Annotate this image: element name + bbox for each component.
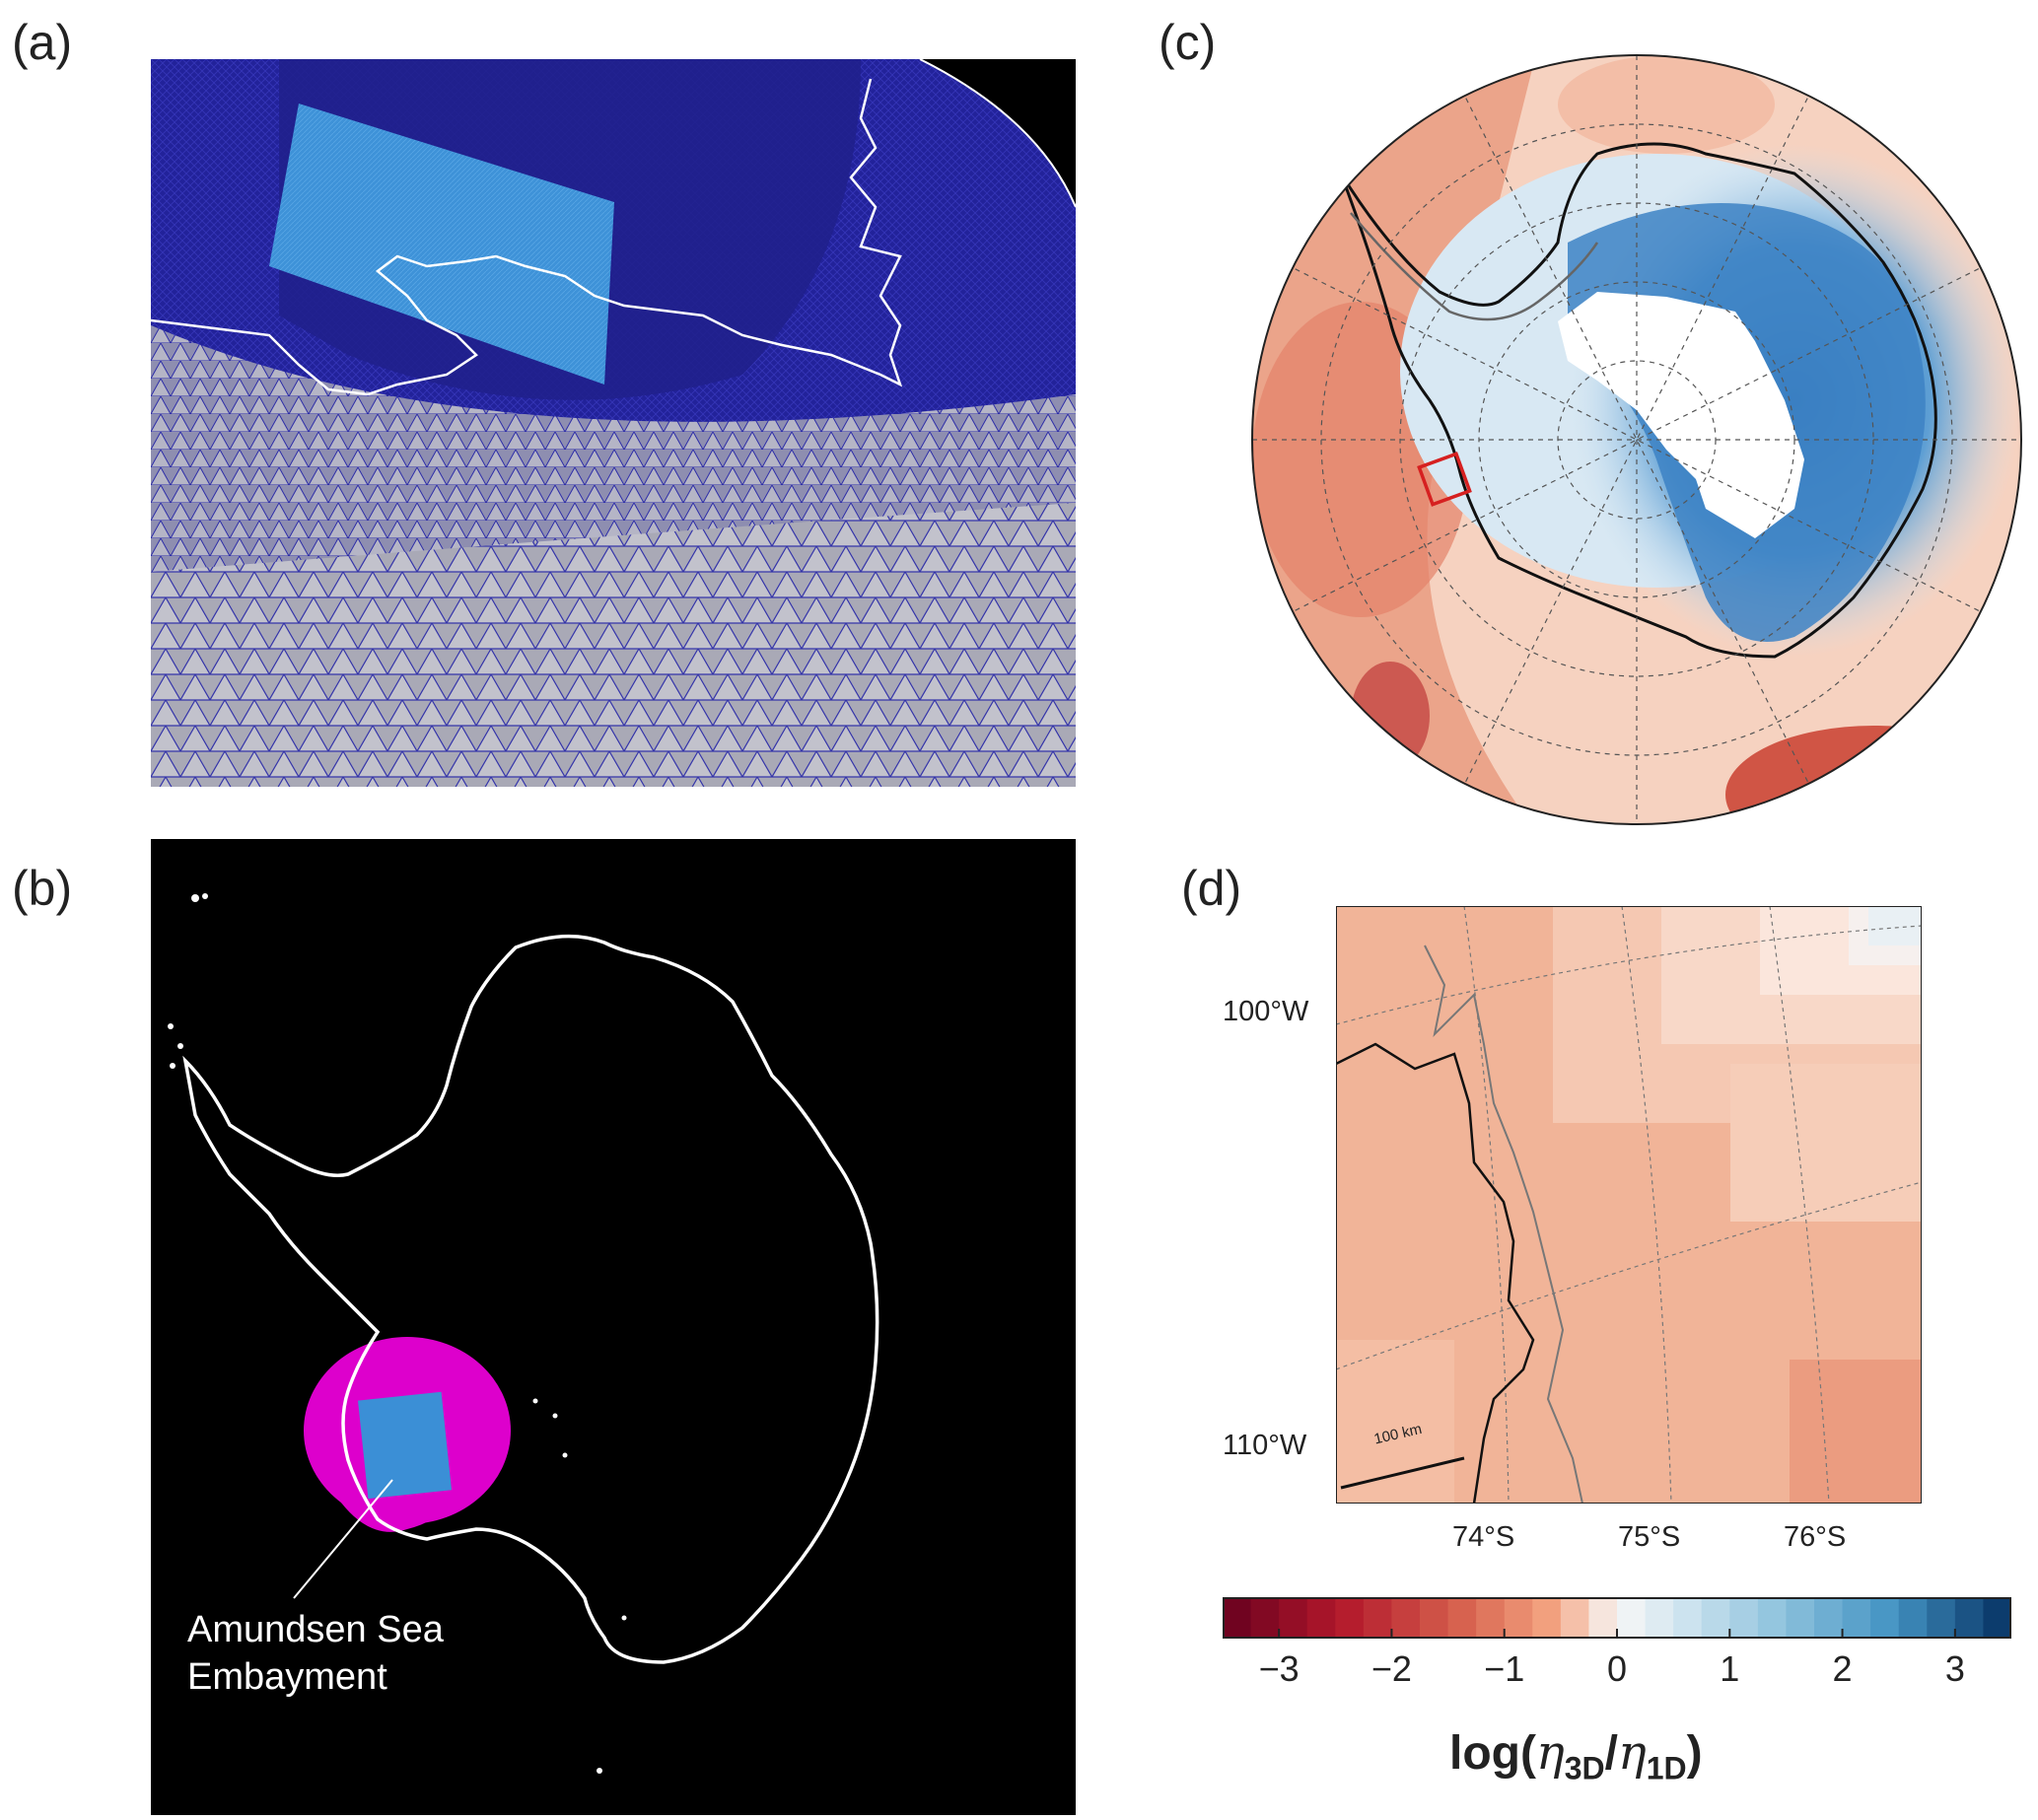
colorbar-segment [1560, 1597, 1590, 1639]
colorbar-segment [1983, 1597, 2011, 1639]
colorbar-segment [1391, 1597, 1421, 1639]
lat-label-75s: 75°S [1618, 1521, 1681, 1553]
colorbar-segment [1954, 1597, 1985, 1639]
colorbar-segment [1250, 1597, 1280, 1639]
colorbar-tick-label: 1 [1720, 1648, 1740, 1689]
antarctica-outline-map [151, 839, 1076, 1815]
annotation-leader-line [293, 1479, 393, 1599]
colorbar-segment [1532, 1597, 1562, 1639]
colorbar-segment [1476, 1597, 1506, 1639]
colorbar-tick-label: 2 [1832, 1648, 1853, 1689]
scale-bar [1340, 1456, 1465, 1490]
colorbar-segment [1645, 1597, 1674, 1639]
colorbar-segment [1898, 1597, 1928, 1639]
colorbar-label: log(η3D/η1D) [1449, 1725, 1703, 1786]
colorbar-segment [1306, 1597, 1336, 1639]
masked-region [1558, 292, 1804, 538]
colorbar-segment [1673, 1597, 1703, 1639]
colorbar-tick-label: −1 [1484, 1648, 1525, 1689]
embayment-annotation: Amundsen Sea Embayment [187, 1607, 444, 1701]
mesh-3d-view [151, 59, 1076, 787]
colorbar [1223, 1597, 2011, 1639]
colorbar-label-sub1: 3D [1564, 1750, 1605, 1786]
colorbar-segment [1617, 1597, 1647, 1639]
colorbar-segment [1814, 1597, 1844, 1639]
lat-label-76s: 76°S [1784, 1521, 1847, 1553]
colorbar-tick-label: 0 [1606, 1648, 1628, 1689]
colorbar-segment [1335, 1597, 1365, 1639]
viscosity-polar-map [1251, 54, 2022, 825]
colorbar-segment [1729, 1597, 1759, 1639]
colorbar-segment [1279, 1597, 1308, 1639]
colorbar-segment [1588, 1597, 1618, 1639]
colorbar-segment [1504, 1597, 1533, 1639]
colorbar-segment [1447, 1597, 1477, 1639]
colorbar-segment [1842, 1597, 1871, 1639]
zoomed-viscosity-map [1336, 906, 1922, 1504]
colorbar-tick-label: 3 [1944, 1648, 1965, 1689]
colorbar-segment [1223, 1597, 1252, 1639]
panel-c-label: (c) [1159, 15, 1217, 70]
panel-d-label: (d) [1181, 861, 1242, 916]
colorbar-tick-label: −2 [1370, 1648, 1412, 1689]
colorbar-label-eta2: η [1617, 1725, 1647, 1781]
colorbar-segment [1786, 1597, 1815, 1639]
colorbar-segment [1870, 1597, 1900, 1639]
colorbar-label-suffix: ) [1686, 1727, 1703, 1780]
colorbar-tick-label: −3 [1258, 1648, 1300, 1689]
colorbar-segment [1420, 1597, 1449, 1639]
colorbar-segment [1363, 1597, 1393, 1639]
embayment-annotation-line1: Amundsen Sea [187, 1609, 444, 1650]
refined-mesh-box [358, 1391, 452, 1500]
embayment-annotation-line2: Embayment [187, 1655, 387, 1698]
colorbar-label-prefix: log( [1449, 1727, 1536, 1780]
study-area-box [1417, 452, 1472, 507]
lon-label-110w: 110°W [1223, 1430, 1307, 1461]
colorbar-label-eta1: η [1535, 1725, 1565, 1781]
colorbar-segment [1927, 1597, 1956, 1639]
colorbar-label-sub2: 1D [1646, 1750, 1687, 1786]
colorbar-segment [1757, 1597, 1788, 1639]
colorbar-segment [1701, 1597, 1730, 1639]
panel-b-label: (b) [12, 861, 73, 916]
lat-label-74s: 74°S [1452, 1521, 1515, 1553]
lon-label-100w: 100°W [1223, 996, 1309, 1027]
panel-a-label: (a) [12, 15, 73, 70]
